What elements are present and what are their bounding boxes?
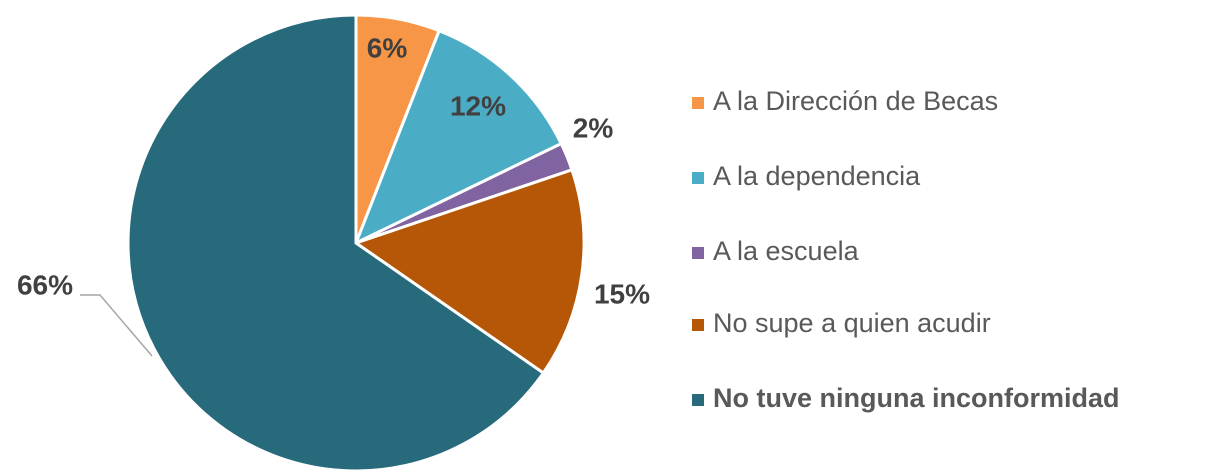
legend-label: A la dependencia [713,161,921,191]
data-label: 66% [17,269,73,300]
legend-label: No tuve ninguna inconformidad [713,383,1120,413]
pie-slice [126,13,546,471]
pie-slice [352,167,586,376]
data-label: 6% [367,32,408,63]
pie-slice [353,28,564,247]
data-label: 15% [594,278,650,309]
legend-swatch [692,394,704,406]
legend-swatch [692,247,704,259]
data-label: 2% [573,112,614,143]
legend-swatch [692,172,704,184]
leader-line [80,294,153,357]
legend-label: No supe a quien acudir [713,308,991,338]
legend-swatch [692,319,704,331]
legend-label: A la Dirección de Becas [713,86,998,116]
legend-swatch [692,97,704,109]
legend-label: A la escuela [713,236,860,266]
data-label: 12% [450,90,506,121]
